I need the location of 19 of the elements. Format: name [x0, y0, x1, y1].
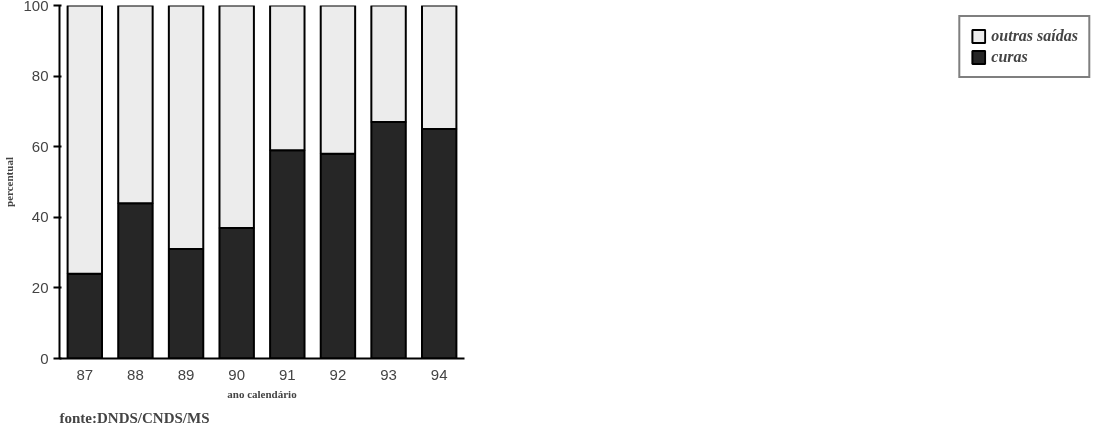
x-tick-label: 91 — [278, 365, 296, 383]
y-tick-label: 40 — [31, 208, 49, 226]
x-tick-label: 93 — [380, 365, 397, 383]
x-tick-label: 92 — [329, 365, 347, 383]
source-note: fonte:DNDS/CNDS/MS — [59, 409, 210, 426]
x-tick-label: 89 — [177, 365, 195, 383]
x-tick-label: 94 — [430, 365, 448, 383]
legend-label: curas — [991, 48, 1028, 66]
y-tick-label: 60 — [31, 137, 49, 155]
x-tick-label: 88 — [127, 365, 144, 383]
y-axis-title: percentual — [3, 157, 16, 207]
y-tick-label: 80 — [31, 67, 49, 85]
y-tick-label: 20 — [31, 278, 49, 296]
x-axis-title: ano calendário — [227, 387, 298, 400]
y-tick-label: 100 — [23, 0, 49, 14]
legend-label: outras saídas — [991, 27, 1078, 45]
x-tick-label: 87 — [76, 365, 94, 383]
x-tick-label: 90 — [228, 365, 246, 383]
y-tick-label: 0 — [40, 349, 49, 367]
